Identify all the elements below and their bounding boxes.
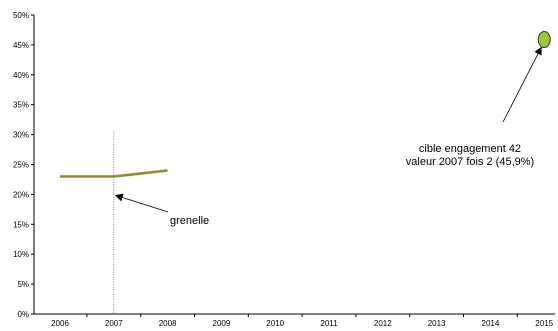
target-group — [537, 31, 551, 49]
y-tick-label: 45% — [13, 41, 29, 50]
x-tick-label: 2007 — [105, 319, 123, 328]
grenelle-label: grenelle — [170, 215, 209, 227]
y-tick-label: 0% — [17, 310, 29, 319]
cible-arrow — [502, 46, 542, 123]
target-point — [537, 31, 551, 49]
axes: 0% 5% 10% 15% 20% 25% 30% 35% 40% 45% 50% 2006 2007 2… — [13, 11, 555, 328]
series-group — [60, 169, 168, 178]
x-tick-label: 2010 — [266, 319, 284, 328]
cible-label: cible engagement 42 valeur 2007 fois 2 (4… — [406, 143, 534, 168]
grenelle-arrow — [114, 193, 169, 213]
x-tick-label: 2008 — [159, 319, 177, 328]
y-tick-label: 5% — [17, 280, 29, 289]
y-tick-label: 50% — [13, 11, 29, 20]
y-tick-label: 25% — [13, 161, 29, 170]
annotations-group: grenelle cible engagement 42 valeur 2007 f… — [114, 46, 542, 227]
cible-label-line: cible engagement 42 — [419, 143, 521, 155]
x-tick-label: 2015 — [535, 319, 553, 328]
y-tick-label: 35% — [13, 101, 29, 110]
x-tick-label: 2014 — [482, 319, 500, 328]
x-tick-label: 2011 — [320, 319, 338, 328]
cible-label-line: valeur 2007 fois 2 (45,9%) — [406, 156, 534, 168]
x-tick-label: 2009 — [213, 319, 231, 328]
y-tick-label: 20% — [13, 190, 29, 199]
y-tick-label: 30% — [13, 131, 29, 140]
x-tick-label: 2012 — [374, 319, 392, 328]
x-tick-label: 2006 — [51, 319, 69, 328]
y-tick-label: 15% — [13, 220, 29, 229]
y-tick-label: 10% — [13, 250, 29, 259]
series-line — [60, 169, 168, 178]
y-tick-label: 40% — [13, 71, 29, 80]
x-tick-label: 2013 — [428, 319, 446, 328]
